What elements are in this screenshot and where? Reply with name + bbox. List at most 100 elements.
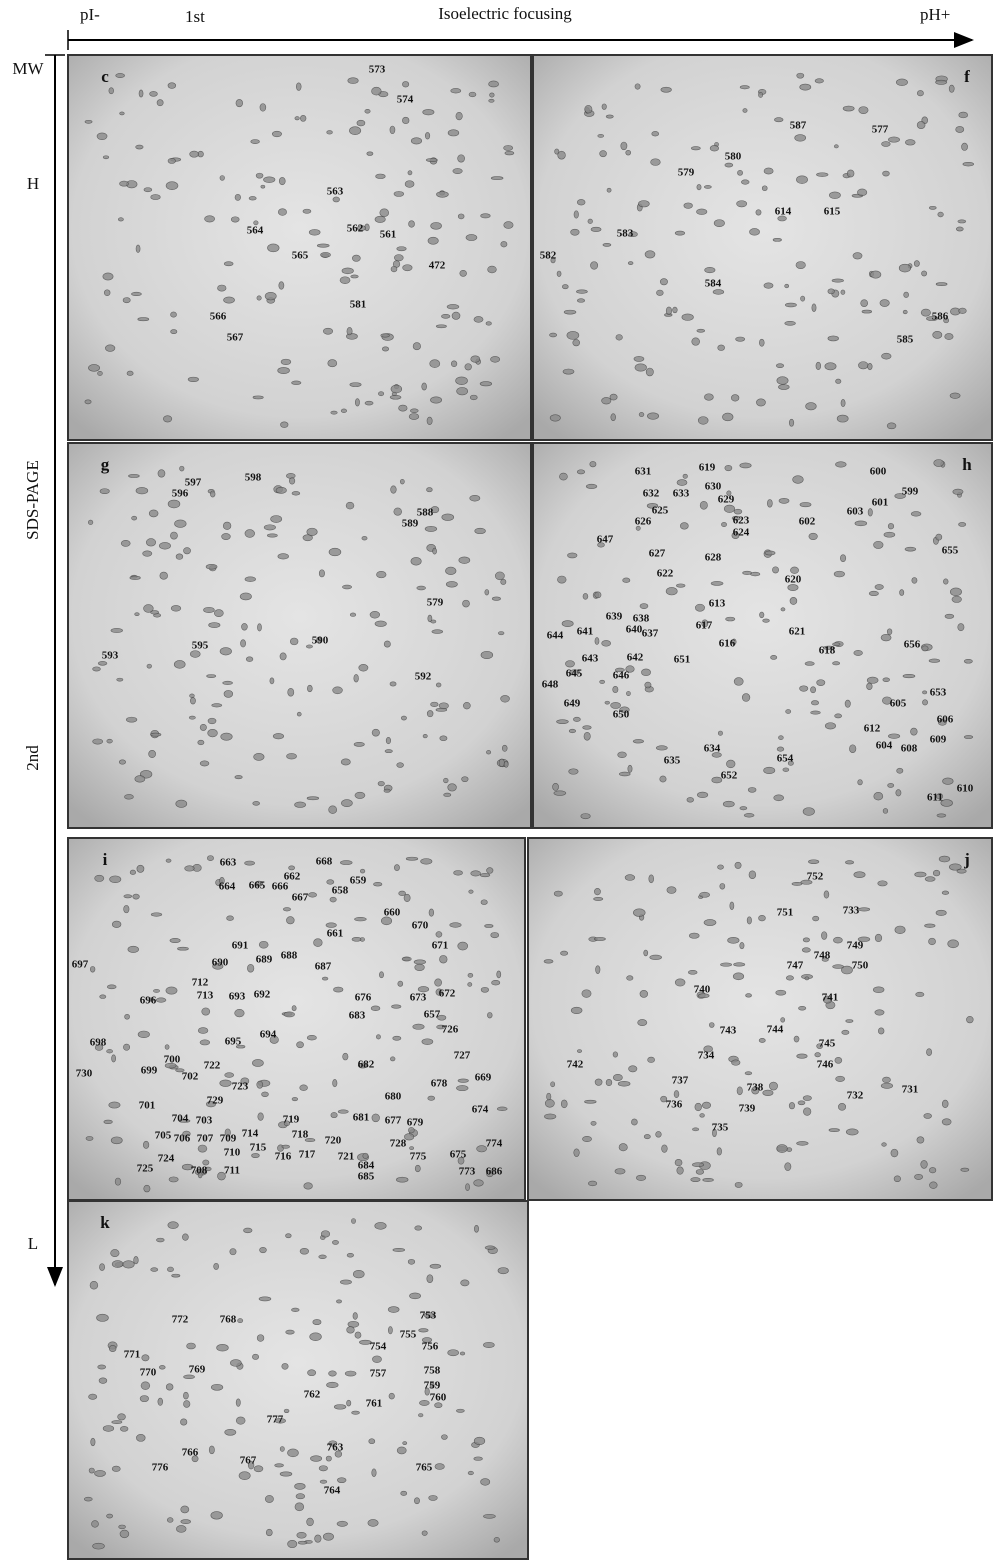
protein-spot (740, 942, 744, 948)
protein-spot (454, 871, 463, 876)
spot-label: 775 (410, 1151, 427, 1163)
protein-spot (836, 379, 841, 383)
protein-spot (586, 484, 597, 488)
spot-label: 753 (420, 1310, 437, 1322)
protein-spot (948, 940, 959, 948)
protein-spot (379, 972, 383, 978)
protein-spot (723, 801, 734, 807)
protein-spot (492, 597, 500, 601)
protein-spot (442, 514, 454, 521)
protein-spot (966, 1016, 973, 1023)
protein-spot (882, 1077, 890, 1083)
protein-spot (486, 750, 490, 754)
protein-spot (396, 1177, 408, 1182)
protein-spot (921, 309, 930, 316)
protein-spot (224, 690, 233, 697)
protein-spot (425, 132, 430, 139)
protein-spot (792, 882, 802, 885)
protein-spot (349, 127, 360, 135)
protein-spot (583, 726, 592, 730)
protein-spot (354, 917, 366, 921)
protein-spot (319, 1255, 327, 1259)
protein-spot (451, 361, 457, 367)
spot-label: 672 (439, 988, 456, 1000)
protein-spot (273, 733, 284, 739)
protein-spot (640, 604, 648, 609)
protein-spot (878, 1028, 884, 1034)
protein-spot (688, 970, 697, 974)
protein-spot (881, 1083, 893, 1088)
protein-spot (112, 1055, 116, 1062)
protein-spot (410, 1146, 414, 1149)
protein-spot (352, 255, 360, 261)
protein-spot (805, 977, 809, 980)
protein-spot (888, 783, 894, 787)
protein-spot (733, 973, 744, 980)
protein-spot (133, 894, 140, 899)
protein-spot (917, 90, 923, 96)
protein-spot (676, 584, 685, 587)
protein-spot (605, 701, 610, 704)
protein-spot (582, 1136, 591, 1141)
protein-spot (704, 919, 716, 925)
protein-spot (915, 872, 926, 877)
protein-spot (786, 710, 791, 714)
protein-spot (838, 1103, 845, 1110)
protein-spot (310, 1456, 321, 1462)
protein-spot (700, 501, 707, 509)
protein-spot (591, 227, 601, 231)
protein-spot (868, 363, 873, 369)
protein-spot (603, 243, 611, 246)
protein-spot (741, 180, 749, 184)
protein-spot (176, 1525, 186, 1532)
axis-title: Isoelectric focusing (438, 4, 572, 23)
protein-spot (89, 1468, 94, 1473)
protein-spot (700, 1114, 705, 1118)
spot-label: 702 (182, 1071, 199, 1083)
protein-spot (330, 897, 336, 902)
protein-spot (581, 813, 591, 818)
protein-spot (950, 393, 960, 399)
protein-spot (645, 251, 655, 258)
protein-spot (450, 923, 462, 928)
protein-spot (687, 797, 694, 802)
spot-label: 690 (212, 957, 229, 969)
protein-spot (692, 338, 700, 346)
panel-letter: i (103, 850, 108, 869)
protein-spot (495, 572, 504, 580)
protein-spot (253, 801, 260, 805)
protein-spot (275, 1464, 284, 1467)
protein-spot (413, 1024, 424, 1029)
spot-label: 665 (249, 880, 266, 892)
protein-spot (441, 314, 450, 318)
protein-spot (875, 584, 883, 589)
protein-spot (613, 686, 618, 692)
protein-spot (862, 310, 872, 313)
protein-spot (800, 686, 808, 692)
spot-label: 658 (332, 885, 349, 897)
spot-label: 711 (224, 1165, 240, 1177)
spot-label: 715 (250, 1142, 267, 1154)
protein-spot (168, 500, 180, 508)
protein-spot (136, 1434, 145, 1441)
protein-spot (914, 1174, 922, 1179)
protein-spot (922, 646, 928, 651)
protein-spot (626, 150, 631, 155)
high-label: H (27, 174, 39, 193)
spot-label: 691 (232, 940, 249, 952)
protein-spot (857, 189, 866, 196)
protein-spot (375, 621, 386, 627)
protein-spot (331, 411, 337, 414)
protein-spot (224, 297, 235, 303)
protein-spot (115, 1178, 121, 1185)
protein-spot (353, 1270, 364, 1278)
protein-spot (485, 1246, 495, 1250)
protein-spot (647, 413, 658, 420)
protein-spot (458, 1079, 468, 1083)
protein-spot (317, 244, 329, 247)
spot-label: 721 (338, 1151, 355, 1163)
protein-spot (123, 298, 130, 303)
protein-spot (281, 359, 291, 365)
spot-label: 759 (424, 1380, 441, 1392)
protein-spot (749, 228, 759, 235)
